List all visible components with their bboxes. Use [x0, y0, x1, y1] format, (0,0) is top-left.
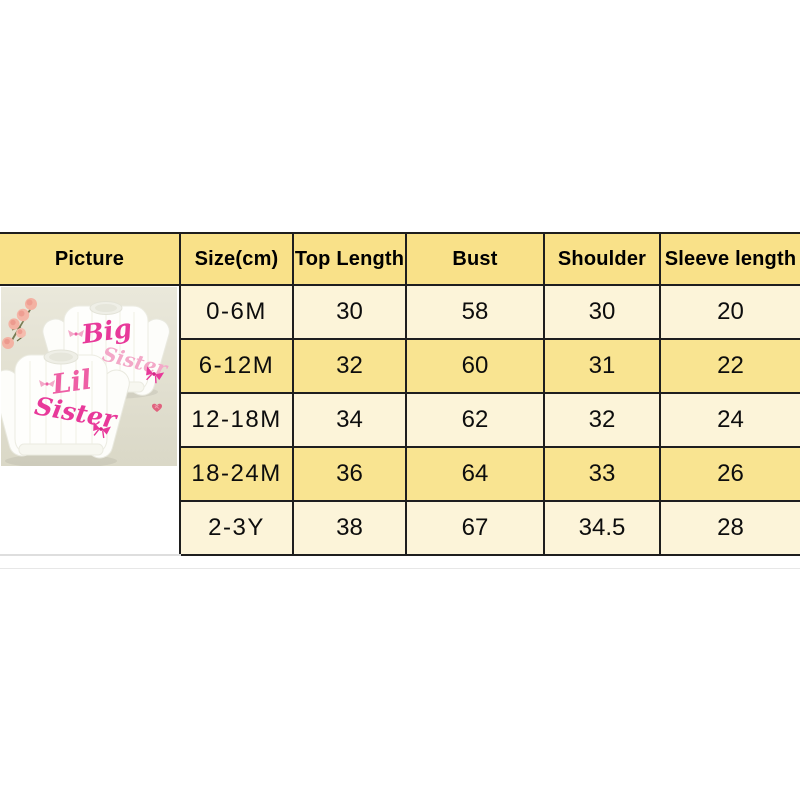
shoulder-cell: 30 [543, 284, 661, 340]
top-length-cell: 34 [292, 392, 407, 448]
table-body: Big Sister [0, 284, 800, 556]
table-row: 18-24M 36 64 33 26 [0, 446, 800, 502]
bow-icon [146, 366, 165, 384]
table-row: 2-3Y 38 67 34.5 28 [0, 500, 800, 556]
sleeve-cell: 24 [659, 392, 800, 448]
sleeve-cell: 26 [659, 446, 800, 502]
column-header-shoulder: Shoulder [543, 232, 661, 286]
product-photo-cell: Big Sister [0, 284, 181, 556]
size-chart-table: Picture Size(cm) Top Length Bust Shoulde… [0, 232, 800, 556]
column-header-sleeve-length: Sleeve length [659, 232, 800, 286]
size-cell: 6-12M [179, 338, 294, 394]
shoulder-cell: 31 [543, 338, 661, 394]
bow-icon [93, 421, 111, 439]
size-cell: 2-3Y [179, 500, 294, 556]
flowers-icon [2, 298, 37, 349]
table-row: 12-18M 34 62 32 24 [0, 392, 800, 448]
bust-cell: 62 [405, 392, 545, 448]
bust-cell: 58 [405, 284, 545, 340]
bust-cell: 67 [405, 500, 545, 556]
top-length-cell: 38 [292, 500, 407, 556]
heart-icon [152, 403, 162, 412]
sweater-lil-sister: Lil Sister [1, 349, 130, 466]
column-header-top-length: Top Length [292, 232, 407, 286]
sleeve-cell: 22 [659, 338, 800, 394]
bust-cell: 60 [405, 338, 545, 394]
top-length-cell: 32 [292, 338, 407, 394]
front-sweater-text-line1: Lil [49, 364, 93, 400]
page-divider-line [0, 568, 800, 569]
product-photo: Big Sister [1, 287, 177, 466]
column-header-picture: Picture [0, 232, 181, 286]
bust-cell: 64 [405, 446, 545, 502]
shoulder-cell: 33 [543, 446, 661, 502]
table-row: Big Sister [0, 284, 800, 556]
column-header-size: Size(cm) [179, 232, 294, 286]
shoulder-cell: 32 [543, 392, 661, 448]
shoulder-cell: 34.5 [543, 500, 661, 556]
bow-icon [39, 380, 55, 387]
bow-icon [68, 330, 84, 337]
top-length-cell: 30 [292, 284, 407, 340]
sleeve-cell: 28 [659, 500, 800, 556]
table-row: 6-12M 32 60 31 22 [0, 338, 800, 394]
size-cell: 0-6M [179, 284, 294, 340]
size-cell: 18-24M [179, 446, 294, 502]
sleeve-cell: 20 [659, 284, 800, 340]
top-length-cell: 36 [292, 446, 407, 502]
table-header-row: Picture Size(cm) Top Length Bust Shoulde… [0, 232, 800, 286]
size-cell: 12-18M [179, 392, 294, 448]
column-header-bust: Bust [405, 232, 545, 286]
back-sweater-text-line1: Big [79, 314, 134, 351]
